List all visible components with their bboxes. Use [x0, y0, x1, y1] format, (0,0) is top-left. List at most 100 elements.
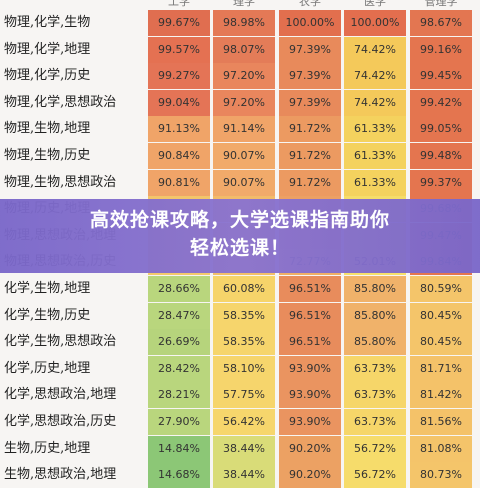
table-row: 物理,化学,思想政治 99.04% 97.20% 97.39% 74.42% 99.42% [0, 89, 480, 116]
table-cell: 85.80% [344, 276, 406, 302]
table-cell: 85.80% [344, 302, 406, 329]
table-cell: 90.84% [148, 143, 210, 169]
table-cell: 99.57% [148, 36, 210, 63]
table-cell: 28.42% [148, 355, 210, 382]
table-row: 化学,生物,地理 28.66% 60.08% 96.51% 85.80% 80.59% [0, 276, 480, 302]
table-cell: 96.51% [279, 276, 341, 302]
column-header-management: 管理学 [424, 0, 458, 8]
table-cell: 28.47% [148, 302, 210, 329]
banner-title: 高效抢课攻略，大学选课指南助你 轻松选课！ [0, 206, 480, 262]
table-cell: 14.84% [148, 435, 210, 462]
table-cell: 99.27% [148, 63, 210, 90]
table-cell: 90.07% [213, 169, 275, 196]
table-cell: 100.00% [279, 10, 341, 36]
row-label: 化学,历史,地理 [4, 360, 91, 376]
table-cell: 98.98% [213, 10, 275, 36]
table-row: 化学,思想政治,地理 28.21% 57.75% 93.90% 63.73% 81.42% [0, 382, 480, 409]
table-cell: 93.90% [279, 355, 341, 382]
table-cell: 80.45% [410, 329, 472, 356]
table-cell: 99.05% [410, 116, 472, 143]
row-label: 化学,生物,思想政治 [4, 334, 117, 350]
table-cell: 26.69% [148, 329, 210, 356]
table-cell: 58.10% [213, 355, 275, 382]
row-label: 物理,化学,地理 [4, 41, 91, 57]
table-cell: 28.66% [148, 276, 210, 302]
row-label: 物理,生物,历史 [4, 148, 91, 163]
table-cell: 91.13% [148, 116, 210, 143]
title-banner [0, 199, 480, 273]
table-cell: 80.73% [410, 462, 472, 488]
table-cell: 38.44% [213, 435, 275, 462]
table-row: 生物,历史,地理 14.84% 38.44% 90.20% 56.72% 81.08% [0, 435, 480, 462]
table-cell: 60.08% [213, 276, 275, 302]
table-cell: 81.71% [410, 355, 472, 382]
row-label: 物理,化学,思想政治 [4, 94, 117, 110]
table-row: 物理,化学,地理 99.57% 98.07% 97.39% 74.42% 99.16% [0, 36, 480, 63]
table-cell: 97.39% [279, 63, 341, 90]
table-cell: 81.42% [410, 382, 472, 409]
table-cell: 58.35% [213, 302, 275, 329]
table-cell: 98.67% [410, 10, 472, 36]
table-row: 物理,化学,生物 99.67% 98.98% 100.00% 100.00% 98.67% [0, 10, 480, 36]
column-header-engineering: 工学 [168, 0, 190, 8]
table-cell: 74.42% [344, 89, 406, 116]
table-cell: 74.42% [344, 36, 406, 63]
table-cell: 93.90% [279, 382, 341, 409]
table-cell: 97.39% [279, 89, 341, 116]
row-label: 生物,思想政治,地理 [4, 467, 117, 483]
table-row: 化学,生物,思想政治 26.69% 58.35% 96.51% 85.80% 80.45% [0, 329, 480, 356]
table-row: 物理,化学,历史 99.27% 97.20% 97.39% 74.42% 99.45% [0, 63, 480, 90]
row-label: 物理,生物,地理 [4, 121, 91, 137]
table-cell: 99.42% [410, 89, 472, 116]
table-row: 物理,生物,历史 90.84% 90.07% 91.72% 61.33% 99.48% [0, 143, 480, 169]
table-cell: 80.59% [410, 276, 472, 302]
table-cell: 80.45% [410, 302, 472, 329]
table-cell: 90.07% [213, 143, 275, 169]
table-cell: 93.90% [279, 409, 341, 435]
table-cell: 91.72% [279, 143, 341, 169]
column-header-science: 理学 [233, 0, 255, 8]
table-cell: 81.56% [410, 409, 472, 435]
table-cell: 74.42% [344, 63, 406, 90]
table-cell: 90.20% [279, 462, 341, 488]
table-cell: 81.08% [410, 435, 472, 462]
row-label: 化学,思想政治,历史 [4, 414, 117, 429]
table-cell: 61.33% [344, 143, 406, 169]
table-cell: 63.73% [344, 382, 406, 409]
column-header-agriculture: 农学 [299, 0, 321, 8]
table-row: 化学,历史,地理 28.42% 58.10% 93.90% 63.73% 81.71% [0, 355, 480, 382]
table-cell: 99.04% [148, 89, 210, 116]
table-cell: 27.90% [148, 409, 210, 435]
table-cell: 99.67% [148, 10, 210, 36]
table-cell: 97.20% [213, 63, 275, 90]
table-row: 生物,思想政治,地理 14.68% 38.44% 90.20% 56.72% 80.73% [0, 462, 480, 488]
banner-title-line2: 轻松选课！ [189, 237, 290, 259]
table-cell: 90.81% [148, 169, 210, 196]
table-cell: 57.75% [213, 382, 275, 409]
banner-title-line1: 高效抢课攻略，大学选课指南助你 [89, 209, 390, 231]
table-cell: 97.20% [213, 89, 275, 116]
table-cell: 28.21% [148, 382, 210, 409]
row-label: 化学,生物,地理 [4, 281, 91, 296]
table-cell: 14.68% [148, 462, 210, 488]
row-label: 生物,历史,地理 [4, 440, 91, 456]
column-header-medicine: 医学 [364, 0, 386, 8]
table-cell: 38.44% [213, 462, 275, 488]
table-cell: 63.73% [344, 355, 406, 382]
table-cell: 99.16% [410, 36, 472, 63]
table-cell: 96.51% [279, 302, 341, 329]
table-cell: 61.33% [344, 169, 406, 196]
table-cell: 91.14% [213, 116, 275, 143]
table-row: 化学,思想政治,历史 27.90% 56.42% 93.90% 63.73% 81.56% [0, 409, 480, 435]
table-cell: 90.20% [279, 435, 341, 462]
table-row: 化学,生物,历史 28.47% 58.35% 96.51% 85.80% 80.45% [0, 302, 480, 329]
table-cell: 100.00% [344, 10, 406, 36]
row-label: 化学,思想政治,地理 [4, 387, 117, 403]
table-cell: 63.73% [344, 409, 406, 435]
table-row: 物理,生物,地理 91.13% 91.14% 91.72% 61.33% 99.05% [0, 116, 480, 143]
table-cell: 97.39% [279, 36, 341, 63]
row-label: 物理,化学,生物 [4, 15, 91, 30]
table-cell: 56.72% [344, 435, 406, 462]
table-cell: 99.37% [410, 169, 472, 196]
table-cell: 99.45% [410, 63, 472, 90]
